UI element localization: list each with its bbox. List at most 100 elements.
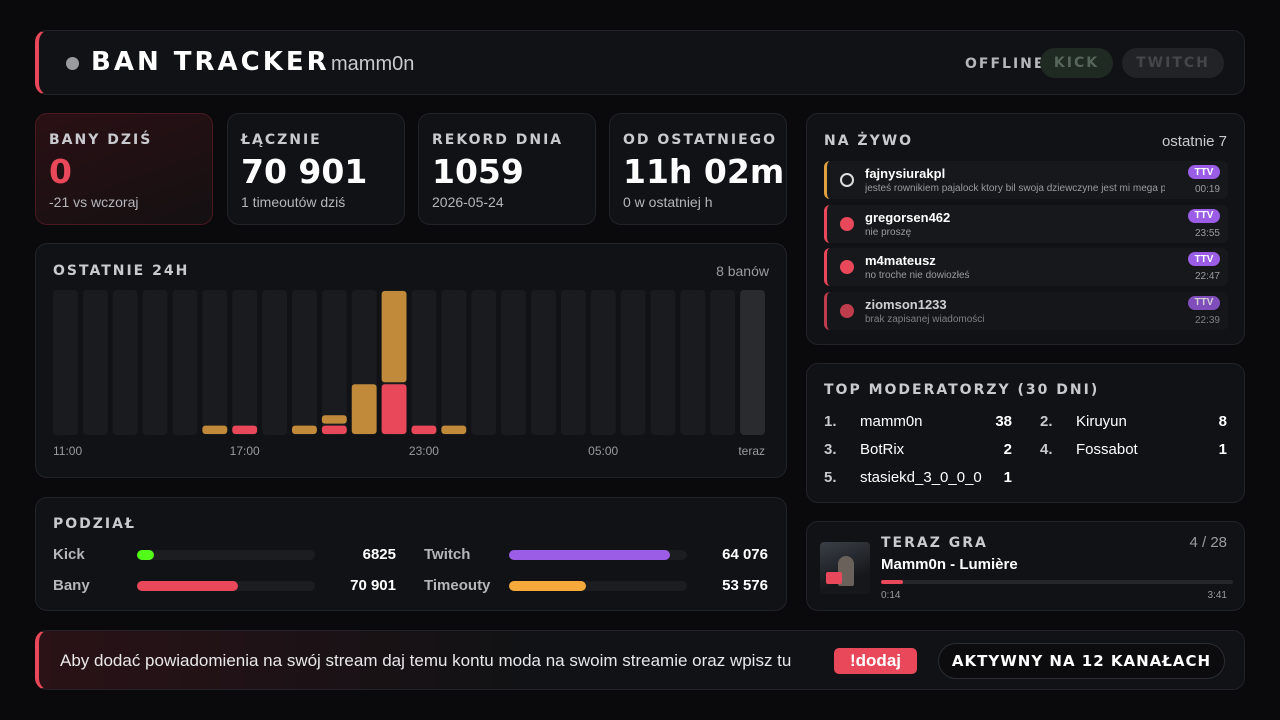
user-name: fajnysiurakpl	[865, 166, 946, 181]
ban-count: 1	[1218, 441, 1227, 458]
bar-segment	[411, 425, 437, 434]
bar-background	[740, 290, 765, 435]
bar-background	[172, 290, 198, 435]
bar-background	[82, 290, 108, 435]
bar-background	[680, 290, 706, 435]
x-tick-label: 17:00	[230, 444, 260, 458]
split-label: Twitch	[424, 546, 471, 563]
chart: 11:00 17:00 23:00 05:00 teraz	[53, 290, 765, 458]
bar-background	[710, 290, 736, 435]
bar-background	[411, 290, 437, 435]
stat-value: 1059	[432, 152, 524, 191]
status-dot	[66, 57, 79, 70]
player-card: TERAZ GRA 4 / 28 Mamm0n - Lumière 0:14 3…	[806, 521, 1245, 611]
bar-segment	[351, 384, 377, 434]
bar-segment	[381, 291, 407, 383]
time: 00:19	[1194, 184, 1220, 195]
message: no troche nie dowiozłeś	[865, 270, 970, 281]
live-item: fajnysiurakpl jesteś rownikiem pajalock k…	[824, 161, 1228, 199]
stat-value: 70 901	[241, 152, 368, 191]
kind-icon	[840, 216, 854, 231]
live-subtitle: ostatnie 7	[1161, 133, 1227, 150]
bar-background	[471, 290, 497, 435]
moderators-card: TOP MODERATORZY (30 DNI) 1. mamm0n 38 2. Kir…	[806, 363, 1245, 503]
footer-text: Aby dodać powiadomienia na swój stream d…	[60, 651, 792, 670]
split-track	[137, 550, 315, 560]
split-label: Bany	[53, 577, 90, 594]
bar-background	[441, 290, 467, 435]
split-fill	[137, 581, 239, 591]
bar-segment	[381, 384, 407, 434]
player-title: TERAZ GRA	[881, 535, 988, 551]
progress-track	[881, 580, 1233, 584]
bar-background	[292, 290, 317, 435]
command-badge: !dodaj	[834, 648, 917, 674]
split-track	[509, 581, 687, 591]
moderators-title: TOP MODERATORZY (30 DNI)	[824, 382, 1100, 398]
split-track	[137, 581, 315, 591]
stat-value: 0	[49, 152, 72, 191]
ban-count: 2	[1003, 441, 1012, 458]
stat-sub: 0 w ostatniej h	[623, 194, 713, 210]
user-name: m4mateusz	[865, 253, 936, 268]
song-title: Mamm0n - Lumière	[881, 556, 1018, 573]
twitch-button[interactable]: TWITCH	[1122, 48, 1224, 78]
footer: Aby dodać powiadomienia na swój stream d…	[35, 630, 1245, 690]
moderator-name: BotRix	[860, 441, 905, 458]
rank: 1.	[824, 413, 837, 430]
platform-badge: TTV	[1188, 252, 1220, 266]
stat-sub: -21 vs wczoraj	[49, 194, 139, 210]
bar-background	[590, 290, 616, 435]
x-tick-label: 23:00	[409, 444, 439, 458]
kick-button[interactable]: KICK	[1040, 48, 1113, 78]
kind-icon	[840, 260, 854, 274]
duration: 3:41	[1207, 590, 1227, 601]
time: 23:55	[1194, 227, 1220, 239]
bar-segment	[292, 425, 317, 434]
user-name: mamm0n	[331, 53, 415, 75]
cover-figure	[838, 556, 854, 586]
bar-background	[202, 290, 228, 435]
kind-icon	[840, 173, 854, 187]
ban-count: 1	[1003, 469, 1012, 486]
split-fill	[509, 550, 670, 560]
split-value: 64 076	[722, 546, 768, 563]
split-value: 53 576	[722, 577, 768, 594]
bar-background	[142, 290, 168, 435]
stat-sub: 2026-05-24	[432, 194, 504, 210]
stat-card: ŁĄCZNIE 70 901 1 timeoutów dziś	[227, 113, 405, 225]
split-title: PODZIAŁ	[53, 516, 136, 532]
user-name: ziomson1233	[865, 296, 947, 312]
moderator-name: Fossabot	[1076, 441, 1138, 458]
bar-background	[650, 290, 676, 435]
split-fill	[137, 550, 155, 560]
moderator-name: Kiruyun	[1076, 413, 1127, 430]
split-value: 70 901	[350, 577, 396, 594]
user-name: gregorsen462	[865, 209, 951, 225]
rank: 4.	[1040, 441, 1053, 458]
time: 22:47	[1194, 271, 1220, 282]
bar-background	[501, 290, 526, 435]
progress-fill	[881, 580, 903, 584]
stat-card: BANY DZIŚ 0 -21 vs wczoraj	[35, 113, 213, 225]
elapsed: 0:14	[881, 590, 901, 601]
kind-icon	[840, 303, 854, 318]
stat-label: BANY DZIŚ	[49, 132, 153, 148]
split-fill	[509, 581, 586, 591]
bar-segment	[232, 425, 258, 434]
chart-card: OSTATNIE 24H 8 banów 11:00 17:00 23:00 05:0…	[35, 243, 787, 478]
live-item: gregorsen462 nie proszę TTV 23:55	[824, 204, 1228, 243]
bar-background	[232, 290, 258, 435]
bar-background	[560, 290, 586, 435]
rank: 3.	[824, 441, 837, 458]
live-card: NA ŻYWO ostatnie 7 fajnysiurakpl jesteś r…	[806, 113, 1245, 345]
stat-label: ŁĄCZNIE	[241, 132, 322, 148]
message: brak zapisanej wiadomości	[865, 313, 985, 325]
active-channels: AKTYWNY NA 12 KANAŁACH	[938, 643, 1225, 679]
bar-background	[531, 290, 556, 435]
x-tick-label: teraz	[738, 444, 765, 458]
rank: 2.	[1040, 413, 1053, 430]
message: nie proszę	[865, 226, 912, 238]
bar-segment	[321, 425, 347, 434]
